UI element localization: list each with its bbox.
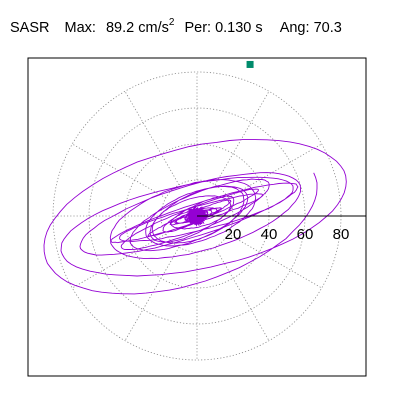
ang-label: Ang: <box>279 19 310 36</box>
radial-tick-label-80: 80 <box>333 226 350 243</box>
max-value: 89.2 <box>105 19 135 36</box>
per-label: Per: <box>184 19 212 36</box>
station-code: SASR <box>10 19 50 36</box>
grid-spoke <box>227 143 322 199</box>
max-label: Max: <box>64 19 96 36</box>
chart-header: SASR Max: 89.2 cm/s2 Per: 0.130 s Ang: 7… <box>10 17 342 36</box>
radial-tick-label-60: 60 <box>297 226 314 243</box>
radial-tick-label-20: 20 <box>225 226 242 243</box>
grid-spoke <box>214 91 270 186</box>
max-unit-exponent: 2 <box>168 17 175 28</box>
peak-marker-group <box>246 60 254 68</box>
peak-marker <box>246 60 254 68</box>
radial-tick-labels: 20 40 60 80 <box>225 226 350 243</box>
grid-spoke <box>124 91 180 186</box>
grid-spoke <box>214 246 270 341</box>
grid-spoke <box>72 143 167 199</box>
grid-spoke <box>72 233 167 289</box>
orbit-trace <box>43 139 347 295</box>
max-unit: cm/s <box>138 19 169 36</box>
plot-frame <box>27 57 367 377</box>
orbit-center-cluster <box>186 205 208 228</box>
grid-spoke <box>124 246 180 341</box>
grid-spoke <box>227 233 322 289</box>
radial-tick-label-40: 40 <box>261 226 278 243</box>
per-value: 0.130 s <box>215 19 263 36</box>
ang-value: 70.3 <box>313 19 342 36</box>
